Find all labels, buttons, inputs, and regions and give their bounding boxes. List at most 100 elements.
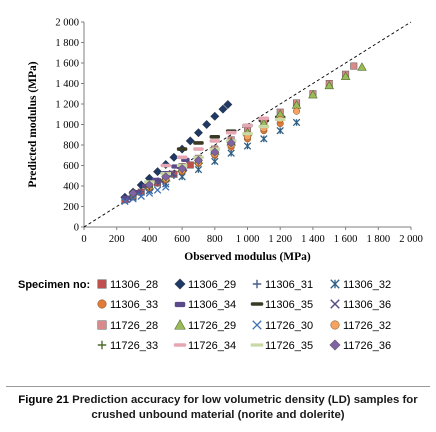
data-point [324,80,335,90]
data-point [350,62,358,70]
legend-item: 11726_32 [330,320,391,332]
legend-marker [330,279,340,289]
data-point [153,186,162,194]
legend-label: 11306_28 [110,279,158,291]
legend-label: 11306_32 [343,279,391,291]
data-point [276,126,284,135]
legend-label: 11726_28 [110,320,158,332]
data-point [357,62,367,71]
legend-item: 11306_33 [97,299,158,311]
data-point [176,147,188,151]
data-point [211,157,219,166]
legend-label: 11726_36 [343,340,391,352]
data-point [202,119,212,130]
data-point [243,142,252,150]
data-point [292,118,301,127]
data-point [168,169,177,178]
data-point [185,136,195,146]
x-tick-label: 800 [207,234,223,245]
legend-marker [330,320,340,330]
legend-item: 11306_35 [250,299,313,311]
data-point [162,183,170,191]
data-point [218,104,228,114]
legend-marker [97,279,107,289]
legend-item: 11306_32 [330,279,391,291]
legend-marker [250,343,264,347]
data-point [186,161,194,169]
legend-item: 11306_34 [174,299,236,311]
plot-area: 0 200 400 600 800 1 000 1 200 1 400 1 600 1 800 2 … [55,18,422,246]
legend-marker [174,278,186,290]
data-point [193,147,204,151]
legend-marker [174,301,186,308]
legend-item: 11726_28 [97,320,158,332]
data-point [293,107,301,115]
legend-label: 11306_35 [265,299,313,311]
x-tick-label: 1 800 [366,234,390,245]
x-axis-ticks: 0 200 400 600 800 1 000 1 200 1 400 1 600 1 800 2 … [81,227,423,245]
data-point [193,128,203,138]
x-tick-label: 600 [174,234,190,245]
legend-marker [330,299,340,309]
x-tick-label: 1 200 [268,234,292,245]
y-tick-label: 600 [63,161,79,172]
legend-item: 11306_28 [97,279,158,291]
figure-caption: Figure 21 Prediction accuracy for low vo… [6,393,430,423]
legend-item: 11726_36 [329,339,391,352]
data-point [193,155,203,165]
data-point [153,167,163,177]
data-point [160,163,171,168]
data-point [128,188,138,198]
legend-marker [250,302,264,306]
legend-item: 11306_29 [174,278,236,291]
y-tick-label: 0 [74,223,79,234]
legend-marker [252,320,262,330]
legend-label: 11306_36 [343,299,391,311]
y-tick-label: 200 [63,202,79,213]
data-point [210,111,220,121]
figure-caption-text: Prediction accuracy for low volumetric d… [72,394,418,421]
y-tick-label: 400 [63,182,79,193]
legend-item: 11726_33 [97,340,158,352]
legend-marker [97,299,107,309]
data-point [340,71,351,80]
legend-label: 11726_34 [188,340,236,352]
y-tick-label: 1 800 [55,38,79,49]
y-tick-label: 1 600 [55,59,79,70]
data-point [258,124,270,129]
data-point [242,123,253,128]
legend-marker [329,339,341,351]
series-11726_29 [144,62,367,190]
series-11726_34 [160,116,270,168]
x-tick-label: 1 000 [236,234,260,245]
legend-item: 11726_30 [252,320,313,332]
legend-label: 11306_34 [188,299,236,311]
data-point [121,197,129,206]
data-point [226,138,236,148]
y-tick-label: 1 200 [55,100,79,111]
data-point [209,135,221,139]
data-point [209,139,221,143]
x-tick-label: 2 000 [399,234,423,245]
data-point [169,152,179,162]
legend-label: 11726_35 [265,340,313,352]
data-point [129,195,137,203]
legend-marker [97,340,107,350]
data-point [161,172,171,182]
data-point [258,116,270,121]
legend-marker [174,319,186,330]
data-point [242,132,253,136]
x-tick-label: 0 [81,234,86,245]
legend-item: 11306_31 [252,279,313,291]
y-axis-label: Predicted modulus (MPa) [27,61,39,187]
legend-label: 11306_33 [110,299,158,311]
x-axis-label: Observed modulus (MPa) [184,251,311,263]
legend-label: 11306_29 [188,279,236,291]
legend-item: 11726_35 [250,340,313,352]
series-11726_36 [128,138,236,198]
data-points [120,62,367,206]
y-tick-label: 800 [63,141,79,152]
legend-label: 11306_31 [265,279,313,291]
data-point [194,165,203,174]
